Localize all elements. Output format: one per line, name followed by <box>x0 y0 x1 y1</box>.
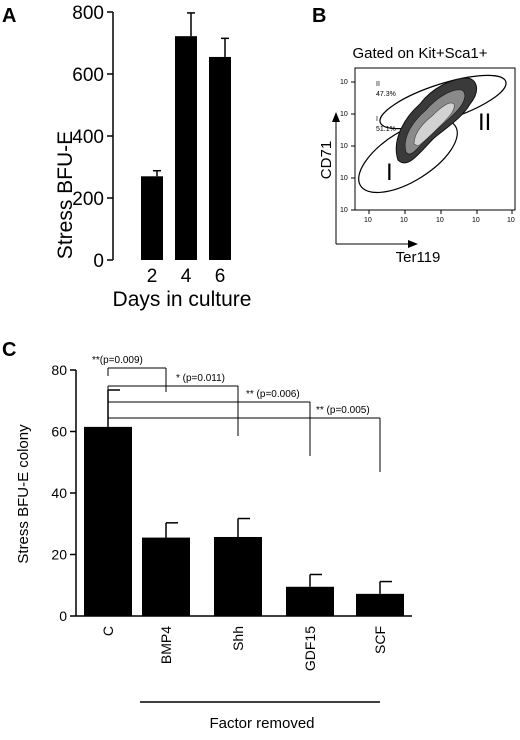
chart-a: Stress BFU-E Days in culture 0 200 400 600 8… <box>54 3 251 311</box>
chart-c-ytick-label: 0 <box>59 608 67 624</box>
flow-tick-labels: 10 10 10 10 10 10 10 10 10 10 <box>340 79 515 224</box>
flow-ylabel: CD71 <box>318 141 335 179</box>
svg-text:10: 10 <box>507 217 515 224</box>
flow-frame <box>354 67 516 211</box>
gate-upper-id: II <box>376 81 380 88</box>
panel-c-letter: C <box>2 339 16 361</box>
chart-c-xtick-label: Shh <box>230 626 246 651</box>
flow-x-arrowhead <box>408 240 418 248</box>
chart-c-bar <box>286 586 334 616</box>
panel-a-letter: A <box>2 5 16 27</box>
sig-label: ** (p=0.005) <box>316 405 370 416</box>
chart-c-bar <box>356 593 404 616</box>
chart-a-ytick-label: 200 <box>72 189 104 210</box>
svg-text:10: 10 <box>472 217 480 224</box>
chart-a-bar <box>141 176 163 260</box>
chart-c-bar <box>214 536 262 616</box>
flow-title: Gated on Kit+Sca1+ <box>352 45 487 62</box>
chart-a-ylabel: Stress BFU-E <box>54 131 77 259</box>
chart-a-ytick-label: 400 <box>72 127 104 148</box>
svg-text:10: 10 <box>400 217 408 224</box>
chart-a-ytick-label: 800 <box>72 3 104 24</box>
chart-c-xtick-label: SCF <box>372 626 388 654</box>
svg-text:10: 10 <box>340 143 348 150</box>
chart-c-xtick-label: GDF15 <box>302 626 318 671</box>
gate-lower-pct: 51.1% <box>376 126 396 133</box>
chart-a-xtick-label: 2 <box>147 266 158 287</box>
chart-c-ytick-label: 80 <box>51 362 67 378</box>
chart-c-ytick-label: 60 <box>51 424 67 440</box>
chart-c: Stress BFU-E colony Factor removed 0 20 40… <box>15 355 412 732</box>
svg-text:10: 10 <box>340 175 348 182</box>
gate-upper-pct: 47.3% <box>376 91 396 98</box>
chart-a-xlabel: Days in culture <box>113 288 252 311</box>
flow-plot: Gated on Kit+Sca1+ 10 10 10 10 10 10 10 10 10… <box>318 45 516 266</box>
svg-text:10: 10 <box>340 111 348 118</box>
chart-a-xtick-label: 4 <box>181 266 192 287</box>
svg-text:10: 10 <box>364 217 372 224</box>
chart-c-ylabel: Stress BFU-E colony <box>15 424 32 564</box>
gate-i <box>358 118 458 194</box>
svg-text:10: 10 <box>436 217 444 224</box>
density-inner <box>413 102 455 147</box>
chart-c-bar <box>84 426 132 616</box>
chart-c-ytick-label: 20 <box>51 547 67 563</box>
flow-y-arrowhead <box>332 112 340 122</box>
sig-label: **(p=0.009) <box>92 355 143 366</box>
region-label-ii: II <box>478 109 491 136</box>
svg-text:10: 10 <box>340 79 348 86</box>
sig-label: ** (p=0.006) <box>246 389 300 400</box>
chart-a-bar <box>209 56 231 261</box>
chart-a-bar <box>175 36 197 261</box>
sig-label: * (p=0.011) <box>176 373 225 384</box>
chart-c-xtick-label: C <box>100 626 116 636</box>
chart-a-ytick-label: 600 <box>72 65 104 86</box>
chart-a-ytick-label: 0 <box>93 251 104 272</box>
panel-b-letter: B <box>312 5 326 27</box>
factor-removed-label: Factor removed <box>209 715 314 732</box>
flow-axis-ticks <box>351 81 513 214</box>
flow-xlabel: Ter119 <box>396 249 441 266</box>
chart-a-xtick-label: 6 <box>215 266 226 287</box>
region-label-i: I <box>386 159 393 186</box>
chart-c-ytick-label: 40 <box>51 485 67 501</box>
chart-c-bar <box>142 537 190 616</box>
chart-c-xtick-label: BMP4 <box>158 626 174 664</box>
svg-text:10: 10 <box>340 207 348 214</box>
gate-lower-id: I <box>376 116 378 123</box>
